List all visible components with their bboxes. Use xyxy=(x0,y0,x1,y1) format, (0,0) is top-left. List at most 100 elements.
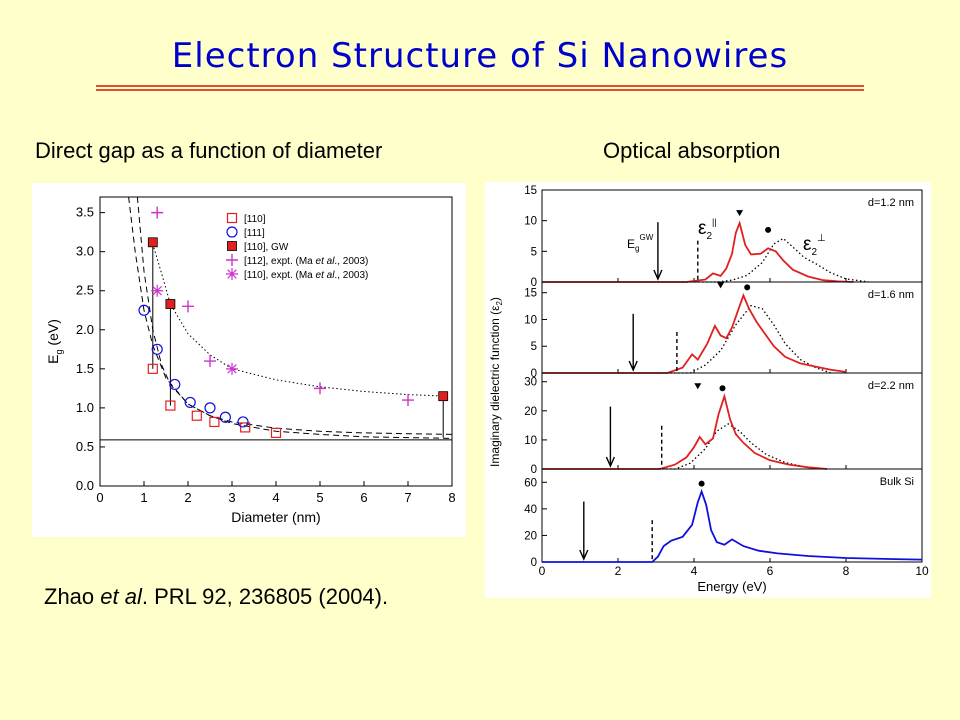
eg-subscript: g xyxy=(635,244,639,253)
y-tick-label: 3.0 xyxy=(76,244,94,259)
epsilon-perpendicular-label: ε2⊥ xyxy=(803,233,826,258)
gap-arrow-head xyxy=(653,269,663,281)
data-point-series-3 xyxy=(314,382,326,395)
legend-label-main: [110], expt. (Ma xyxy=(244,270,316,281)
legend-label: [112], expt. (Ma et al., 2003) xyxy=(244,256,368,267)
data-point-series-3 xyxy=(151,206,164,219)
x-tick-label: 7 xyxy=(404,490,411,505)
parallel-curve xyxy=(542,393,828,470)
right-chart-caption: Optical absorption xyxy=(603,138,781,163)
x-tick-label: 6 xyxy=(767,564,774,578)
data-point-series-1 xyxy=(237,416,249,428)
x-tick-label: 8 xyxy=(448,490,455,505)
gap-arrow-head xyxy=(579,549,589,561)
peak-dot-marker xyxy=(765,226,772,233)
perpendicular-curve xyxy=(542,237,869,283)
y-tick-label: 3.5 xyxy=(76,205,94,220)
data-point-series-4 xyxy=(151,284,164,297)
peak-dot-marker xyxy=(719,385,726,392)
y-tick-label: 10 xyxy=(524,216,537,228)
title-rule-top xyxy=(96,85,864,87)
panel-label: d=1.6 nm xyxy=(868,289,914,301)
x-axis-title: Diameter (nm) xyxy=(231,509,320,525)
y-tick-label: 15 xyxy=(524,185,537,197)
x-tick-label: 4 xyxy=(691,564,698,578)
x-tick-label: 5 xyxy=(316,490,323,505)
y-axis-title-unit: (eV) xyxy=(45,319,61,349)
data-point-series-2 xyxy=(147,237,158,248)
panel-label: d=2.2 nm xyxy=(868,380,914,392)
epsilon-parallel-superscript: || xyxy=(712,217,717,227)
y-axis-title-close: ) xyxy=(488,297,502,301)
y-axis-title: Imaginary dielectric function (ε2) xyxy=(488,297,504,467)
panel-frame xyxy=(541,372,923,470)
legend-label-tail: ., 2003) xyxy=(334,270,368,281)
peak-dot-marker xyxy=(698,480,705,487)
slide-title: Electron Structure of Si Nanowires xyxy=(171,36,789,76)
epsilon-perpendicular-subscript: 2 xyxy=(811,247,817,258)
legend-marker xyxy=(226,254,238,266)
gap-arrow-head xyxy=(605,456,616,468)
x-tick-label: 3 xyxy=(228,490,235,505)
legend-label: [110] xyxy=(244,214,266,225)
x-tick-label: 0 xyxy=(539,564,546,578)
data-point-series-1 xyxy=(204,402,216,414)
y-tick-label: 2.5 xyxy=(76,283,94,298)
peak-triangle-marker xyxy=(694,383,702,390)
y-tick-label: 10 xyxy=(524,435,537,447)
legend-label: [110], expt. (Ma et al., 2003) xyxy=(244,270,368,281)
legend-marker xyxy=(226,212,238,224)
peak-dot-marker xyxy=(744,284,751,291)
y-tick-label: 1.0 xyxy=(76,400,94,415)
citation: Zhao et al. PRL 92, 236805 (2004). xyxy=(44,584,388,610)
y-tick-label: 15 xyxy=(524,288,537,300)
y-tick-label: 0 xyxy=(531,557,537,569)
data-point-series-3 xyxy=(182,300,194,313)
peak-triangle-marker xyxy=(717,282,725,289)
data-point-series-0 xyxy=(147,363,158,374)
legend-label-italic: et al xyxy=(316,256,336,267)
y-tick-label: 40 xyxy=(524,504,537,516)
y-axis-title-subscript: 2 xyxy=(495,301,504,306)
absorption-panel-3: 0 20 40 60 Bulk Si xyxy=(524,468,923,569)
panel-frame xyxy=(541,189,923,283)
legend-marker xyxy=(226,226,238,238)
eg-symbol: E xyxy=(627,237,635,251)
y-tick-label: 60 xyxy=(524,477,537,489)
dft-fit-curve xyxy=(128,197,452,439)
x-tick-label: 10 xyxy=(915,564,929,578)
y-tick-label: 0.5 xyxy=(76,439,94,454)
parallel-curve xyxy=(542,292,847,374)
data-point-series-4 xyxy=(226,362,238,375)
data-point-series-3 xyxy=(402,394,414,407)
legend-marker xyxy=(227,241,237,251)
y-tick-label: 5 xyxy=(531,341,537,353)
x-tick-label: 2 xyxy=(615,564,622,578)
y-tick-label: 20 xyxy=(524,530,537,542)
epsilon-parallel-subscript: 2 xyxy=(706,231,712,242)
peak-triangle-marker xyxy=(736,210,744,217)
y-tick-label: 0 xyxy=(531,368,537,380)
band-gap-chart-panel: 0 1 2 3 4 5 6 7 8 0.0 0.5 1.0 1.5 2.0 2.5 3.0 3.5 Diamete… xyxy=(32,183,466,537)
legend-label-main: [112], expt. (Ma xyxy=(244,256,316,267)
data-point-series-0 xyxy=(209,416,220,428)
optical-absorption-chart-panel: 0 5 10 15 d=1.2 nm 0 5 10 15 d=1.6 nm 0 10 20 30 d=2.2… xyxy=(485,182,931,598)
data-point-series-0 xyxy=(191,410,202,421)
data-point-series-1 xyxy=(219,411,231,423)
x-tick-label: 2 xyxy=(184,490,191,505)
plot-area xyxy=(100,197,452,441)
y-tick-label: 20 xyxy=(524,406,537,418)
left-chart-caption: Direct gap as a function of diameter xyxy=(35,138,383,163)
epsilon-perpendicular-symbol: ε xyxy=(803,234,812,255)
x-tick-label: 8 xyxy=(843,564,850,578)
y-tick-label: 30 xyxy=(524,377,537,389)
legend-label: [110], GW xyxy=(244,242,289,253)
gap-arrow-head xyxy=(628,360,638,372)
data-point-series-1 xyxy=(151,343,163,355)
y-axis-title-symbol: E xyxy=(45,355,61,364)
data-point-series-1 xyxy=(184,396,196,409)
data-point-series-3 xyxy=(204,355,216,368)
legend-label-tail: ., 2003) xyxy=(334,256,368,267)
data-point-series-1 xyxy=(169,378,181,391)
